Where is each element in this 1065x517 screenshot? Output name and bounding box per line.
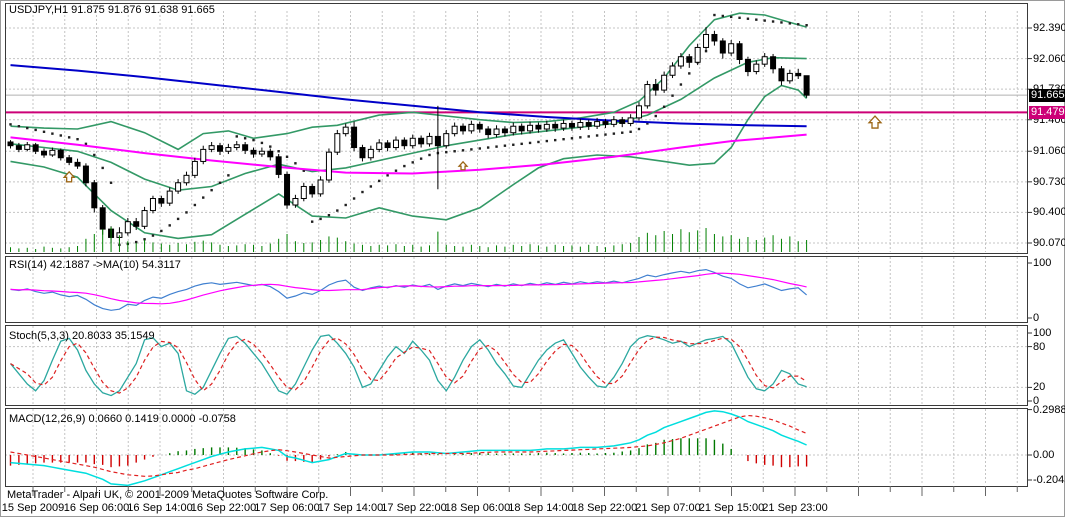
stochastic-plot	[9, 334, 807, 397]
stoch-scale-label: 80	[1033, 340, 1046, 353]
stoch-scale-label: 0	[1033, 395, 1040, 407]
macd-scale-label: 0.2988	[1033, 403, 1065, 416]
price-scale-label: 90.730	[1033, 175, 1065, 188]
macd-scale-label: -0.2045	[1033, 474, 1065, 486]
price-scale-label: 92.060	[1033, 52, 1065, 65]
volume-bars	[10, 226, 808, 252]
rsi-indicator-label: RSI(14) 42.1887 ->MA(10) 54.3117	[9, 259, 181, 271]
arrow-markers[interactable]	[62, 115, 883, 183]
candlesticks	[7, 27, 810, 243]
parabolic-sar-dots	[9, 13, 808, 247]
price-scale-label: 92.390	[1033, 22, 1065, 34]
time-scale-label: 16 Sep 22:00	[190, 502, 257, 514]
time-axis-ticks	[32, 27, 1032, 496]
price-scale-label: 90.400	[1033, 206, 1065, 219]
stoch-indicator-label: Stoch(5,3,3) 20.8033 35.1549	[9, 330, 155, 342]
time-scale-label: 18 Sep 06:00	[444, 502, 511, 514]
stoch-scale-label: 20	[1033, 381, 1046, 394]
ma-blue-line	[10, 64, 807, 128]
time-scale-label: 21 Sep 15:00	[698, 502, 765, 514]
time-scale-label: 16 Sep 06:00	[63, 502, 130, 514]
time-scale-label: 21 Sep 23:00	[762, 502, 828, 514]
stoch-scale-label: 100	[1033, 327, 1052, 339]
price-scale-label: 90.070	[1033, 236, 1065, 249]
time-scale-label: 18 Sep 22:00	[571, 502, 638, 514]
copyright-text: MetaTrader - Alpari UK, © 2001-2009 Meta…	[7, 489, 329, 501]
time-scale-label: 15 Sep 2009	[1, 502, 65, 514]
rsi-scale-label: 100	[1033, 257, 1052, 269]
grid-lines	[5, 11, 1028, 485]
ma-magenta-line	[10, 133, 807, 175]
chart-title: USDJPY,H1 91.875 91.876 91.638 91.665	[9, 4, 215, 16]
time-scale-label: 17 Sep 14:00	[317, 502, 384, 514]
bollinger-bands	[10, 12, 808, 240]
time-scale-label: 17 Sep 22:00	[381, 502, 447, 514]
macd-scale-label: 0.00	[1033, 449, 1055, 461]
rsi-plot	[10, 268, 807, 311]
time-scale-label: 16 Sep 14:00	[127, 502, 193, 514]
rsi-scale-label: 0	[1033, 312, 1040, 324]
macd-plot	[9, 410, 808, 487]
macd-indicator-label: MACD(12,26,9) 0.0660 0.1419 0.0000 -0.07…	[9, 413, 236, 425]
time-scale-label: 21 Sep 07:00	[635, 502, 701, 514]
hline-price-badge: 91.479	[1029, 106, 1065, 119]
time-scale-label: 17 Sep 06:00	[254, 502, 320, 514]
time-scale-label: 18 Sep 14:00	[508, 502, 574, 514]
price-scale-label: 91.060	[1033, 145, 1065, 158]
bid-price-badge: 91.665	[1029, 89, 1065, 102]
